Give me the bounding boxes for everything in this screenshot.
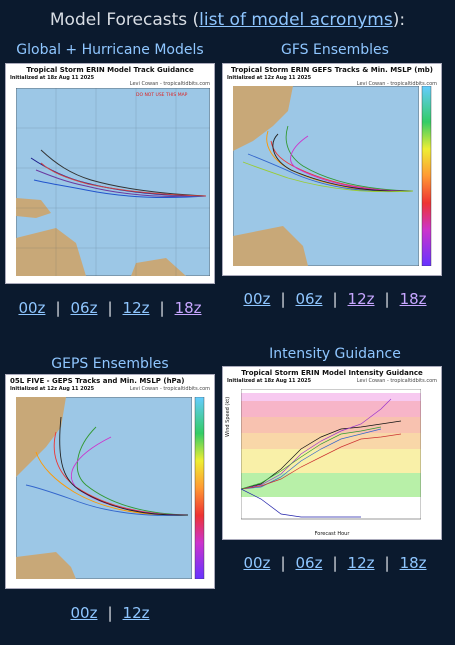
image-subtitle: Initialized at 12z Aug 11 2025 (227, 75, 312, 81)
image-credit: Levi Cowan - tropicaltidbits.com (356, 378, 437, 384)
page-header: Model Forecasts (list of model acronyms)… (0, 10, 455, 30)
header-suffix: ): (392, 10, 406, 30)
link-12z[interactable]: 12z (347, 554, 375, 572)
image-credit: Levi Cowan - tropicaltidbits.com (129, 386, 210, 392)
image-title: Tropical Storm ERIN Model Intensity Guid… (241, 369, 423, 377)
link-00z[interactable]: 00z (243, 290, 271, 308)
link-06z[interactable]: 06z (70, 299, 98, 317)
image-title: Tropical Storm ERIN GEFS Tracks & Min. M… (231, 66, 433, 74)
geps-links: 00z | 12z (70, 604, 150, 622)
x-axis-label: Forecast Hour (314, 531, 350, 537)
intensity-links: 00z | 06z | 12z | 18z (243, 554, 427, 572)
global-links: 00z | 06z | 12z | 18z (18, 299, 202, 317)
gfs-ensembles-title: GFS Ensembles (281, 42, 389, 58)
link-18z[interactable]: 18z (399, 290, 427, 308)
link-06z[interactable]: 06z (295, 290, 323, 308)
image-title: 05L FIVE - GEPS Tracks and Min. MSLP (hP… (10, 377, 185, 385)
ensemble-map (16, 397, 192, 579)
global-models-image[interactable]: Tropical Storm ERIN Model Track Guidance… (5, 63, 215, 284)
link-00z[interactable]: 00z (243, 554, 271, 572)
image-subtitle: Initialized at 12z Aug 11 2025 (10, 386, 95, 392)
svg-text:DO NOT USE THIS MAP: DO NOT USE THIS MAP (136, 92, 188, 98)
gfs-links: 00z | 06z | 12z | 18z (243, 290, 427, 308)
pressure-colorbar (194, 397, 205, 579)
link-06z[interactable]: 06z (295, 554, 323, 572)
link-18z[interactable]: 18z (174, 299, 202, 317)
global-models-title: Global + Hurricane Models (16, 42, 204, 58)
acronyms-link[interactable]: list of model acronyms (199, 10, 393, 30)
link-00z[interactable]: 00z (18, 299, 46, 317)
geps-ensembles-image[interactable]: 05L FIVE - GEPS Tracks and Min. MSLP (hP… (5, 374, 215, 589)
image-title: Tropical Storm ERIN Model Track Guidance (26, 66, 194, 74)
ensemble-map (233, 86, 419, 266)
image-subtitle: Initialized at 18z Aug 11 2025 (227, 378, 312, 384)
image-subtitle: Initialized at 18z Aug 11 2025 (10, 75, 95, 81)
image-credit: Levi Cowan - tropicaltidbits.com (356, 81, 437, 87)
link-00z[interactable]: 00z (70, 604, 98, 622)
track-map: DO NOT USE THIS MAP (16, 88, 210, 276)
geps-ensembles-title: GEPS Ensembles (51, 356, 169, 372)
image-credit: Levi Cowan - tropicaltidbits.com (129, 81, 210, 87)
link-18z[interactable]: 18z (399, 554, 427, 572)
y-axis-label: Wind Speed (kt) (225, 396, 231, 437)
link-12z[interactable]: 12z (122, 604, 150, 622)
link-12z[interactable]: 12z (122, 299, 150, 317)
gfs-ensembles-image[interactable]: Tropical Storm ERIN GEFS Tracks & Min. M… (222, 63, 442, 276)
header-prefix: Model Forecasts ( (49, 10, 200, 30)
intensity-guidance-title: Intensity Guidance (269, 346, 401, 362)
intensity-guidance-image[interactable]: Tropical Storm ERIN Model Intensity Guid… (222, 366, 442, 540)
link-12z[interactable]: 12z (347, 290, 375, 308)
pressure-colorbar (421, 86, 432, 266)
intensity-chart (241, 389, 421, 520)
